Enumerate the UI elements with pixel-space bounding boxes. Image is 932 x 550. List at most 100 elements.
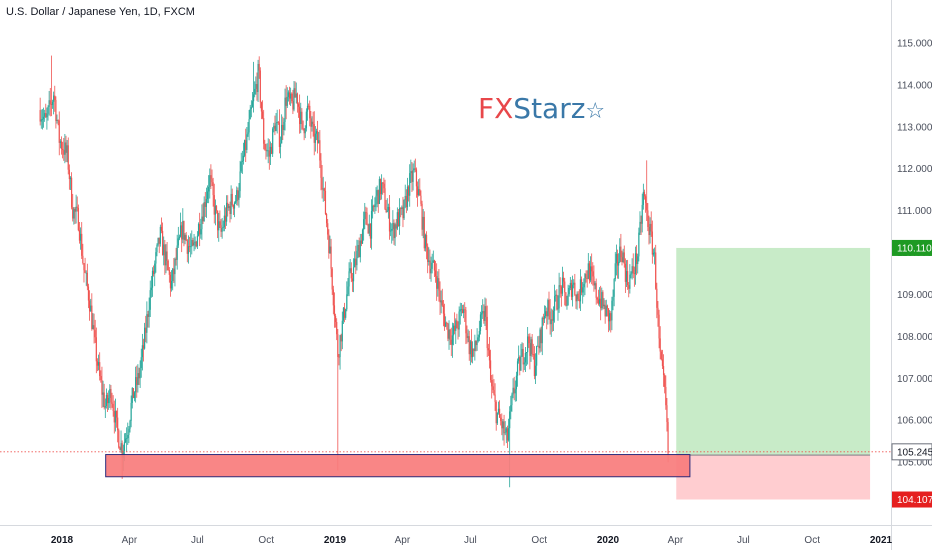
candle-body (375, 195, 377, 205)
candle-body (96, 361, 99, 366)
candle-body (586, 278, 588, 280)
candle-body (498, 408, 501, 418)
candle-body (534, 365, 537, 377)
candle-body (130, 402, 132, 421)
candle-body (119, 447, 121, 451)
candle-body (411, 171, 413, 182)
candle-body (303, 128, 305, 134)
candle-body (549, 311, 551, 325)
candle-body (369, 223, 371, 239)
candle-body (310, 118, 312, 127)
candle-body (403, 199, 405, 219)
candle-body (634, 253, 637, 274)
candle-body (541, 317, 543, 344)
x-tick-label: Apr (122, 535, 138, 546)
candle-body (106, 395, 109, 404)
candle-body (495, 401, 497, 424)
candle-body (222, 227, 224, 229)
candle-body (213, 195, 215, 215)
candle-body (195, 241, 197, 247)
candle-body (165, 251, 167, 266)
candle-body (570, 282, 573, 297)
candle-body (611, 300, 613, 321)
candle-body (224, 215, 227, 222)
candle-body (622, 252, 624, 263)
candle-body (485, 306, 487, 317)
candle-body (458, 311, 460, 330)
stop-loss-zone[interactable] (676, 454, 871, 500)
candle-body (407, 186, 410, 196)
candle-body (568, 287, 570, 295)
candle-body (642, 191, 644, 205)
candle-body (352, 267, 355, 282)
candle-body (467, 336, 469, 338)
candle-body (370, 211, 373, 239)
profit-target-zone[interactable] (676, 247, 871, 455)
candle-body (463, 309, 465, 313)
candle-body (593, 276, 595, 286)
candle-body (619, 246, 621, 262)
candle-body (425, 234, 428, 247)
candle-body (583, 283, 585, 288)
candle-body (546, 311, 548, 317)
candle-body (118, 430, 120, 448)
candle-body (519, 357, 521, 371)
candle-body (279, 143, 282, 147)
candle-body (212, 182, 214, 196)
candle-body (500, 417, 502, 422)
candle-body (538, 345, 540, 349)
candle-body (278, 122, 281, 147)
candle-body (340, 335, 342, 342)
candle-body (587, 263, 589, 279)
candle-body (448, 329, 450, 339)
candle-body (597, 299, 600, 304)
candle-body (494, 394, 496, 402)
candle-body (246, 134, 248, 150)
candle-body (44, 113, 46, 117)
candle-body (577, 293, 579, 300)
candle-body (275, 123, 277, 132)
candle-body (614, 263, 616, 280)
candle-body (250, 107, 252, 110)
y-tick-label: 111.000 (897, 206, 932, 217)
candle-body (319, 140, 321, 161)
candle-body (600, 298, 602, 309)
candle-body (265, 149, 267, 151)
candle-body (139, 368, 141, 379)
candle-body (652, 252, 655, 255)
x-tick-label: Apr (668, 535, 684, 546)
y-tick-label: 107.000 (897, 374, 932, 385)
candle-body (545, 311, 547, 317)
candle-body (420, 195, 422, 204)
candle-body (536, 346, 538, 366)
candle-body (390, 230, 392, 232)
support-zone[interactable] (105, 454, 691, 478)
candle-body (562, 277, 565, 282)
candle-body (182, 221, 184, 240)
candle-body (297, 104, 300, 107)
candle-body (585, 274, 587, 279)
candle-body (179, 225, 182, 237)
candle-body (659, 338, 661, 352)
candle-body (379, 179, 382, 195)
candle-body (428, 260, 430, 262)
candle-body (110, 389, 112, 403)
candle-body (348, 271, 350, 287)
candle-body (85, 272, 87, 274)
candle-body (605, 305, 607, 317)
candle-body (99, 362, 101, 377)
candle-body (470, 341, 473, 358)
candle-body (237, 190, 239, 200)
candle-body (347, 286, 349, 295)
candle-body (329, 246, 331, 254)
candle-body (445, 322, 447, 327)
candle-body (82, 255, 84, 264)
candle-body (628, 285, 630, 289)
candle-body (41, 119, 44, 120)
candle-body (532, 354, 534, 355)
candle-body (364, 211, 366, 220)
candle-body (311, 121, 313, 127)
candle-body (103, 392, 105, 408)
